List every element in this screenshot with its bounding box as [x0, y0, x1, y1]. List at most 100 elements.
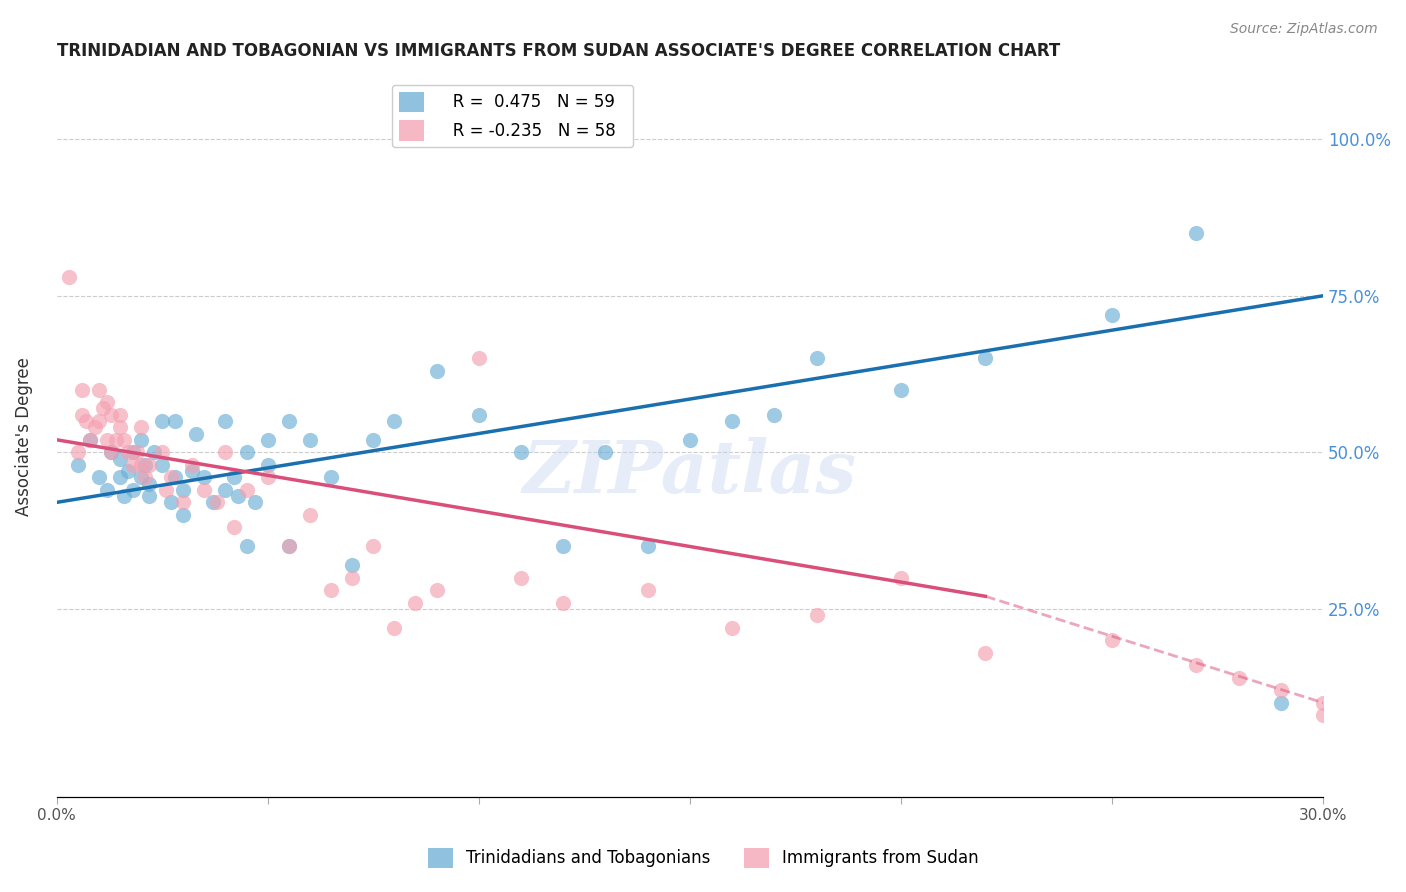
Point [70, 408, 93, 422]
Point [205, 495, 228, 509]
Point [1101, 633, 1123, 648]
Point [75, 414, 97, 428]
Point [180, 458, 202, 472]
Point [361, 539, 384, 553]
Text: TRINIDADIAN AND TOBAGONIAN VS IMMIGRANTS FROM SUDAN ASSOCIATE'S DEGREE CORRELATI: TRINIDADIAN AND TOBAGONIAN VS IMMIGRANTS… [56, 42, 1060, 60]
Legend: Trinidadians and Tobagonians, Immigrants from Sudan: Trinidadians and Tobagonians, Immigrants… [420, 841, 986, 875]
Point [468, 408, 491, 422]
Point [112, 489, 135, 503]
Point [679, 433, 702, 447]
Point [117, 445, 139, 459]
Point [510, 445, 533, 459]
Point [1312, 708, 1334, 723]
Point [134, 458, 156, 472]
Point [100, 445, 122, 459]
Point [70, 383, 93, 397]
Point [277, 539, 299, 553]
Point [138, 458, 160, 472]
Point [890, 383, 912, 397]
Point [1270, 683, 1292, 698]
Point [382, 414, 405, 428]
Point [243, 495, 266, 509]
Point [637, 539, 659, 553]
Point [1185, 658, 1208, 673]
Point [159, 495, 181, 509]
Point [100, 445, 122, 459]
Point [108, 420, 131, 434]
Point [256, 433, 278, 447]
Point [121, 445, 143, 459]
Point [319, 582, 342, 597]
Point [163, 470, 186, 484]
Point [468, 351, 491, 366]
Point [83, 420, 105, 434]
Point [172, 483, 194, 497]
Point [112, 433, 135, 447]
Point [87, 470, 110, 484]
Point [226, 489, 249, 503]
Point [193, 483, 215, 497]
Point [150, 445, 173, 459]
Point [129, 470, 152, 484]
Point [721, 414, 744, 428]
Point [553, 539, 575, 553]
Point [129, 420, 152, 434]
Point [510, 570, 533, 584]
Point [595, 445, 617, 459]
Point [637, 582, 659, 597]
Point [201, 495, 224, 509]
Text: Source: ZipAtlas.com: Source: ZipAtlas.com [1230, 22, 1378, 37]
Point [235, 539, 257, 553]
Point [96, 395, 118, 409]
Point [121, 483, 143, 497]
Point [277, 414, 299, 428]
Point [340, 570, 363, 584]
Point [404, 596, 426, 610]
Point [142, 445, 165, 459]
Point [319, 470, 342, 484]
Point [1185, 226, 1208, 240]
Point [104, 433, 127, 447]
Point [214, 414, 236, 428]
Point [87, 383, 110, 397]
Point [180, 464, 202, 478]
Point [277, 539, 299, 553]
Point [426, 364, 449, 378]
Point [214, 445, 236, 459]
Point [129, 458, 152, 472]
Point [974, 646, 997, 660]
Point [79, 433, 101, 447]
Point [890, 570, 912, 584]
Point [91, 401, 114, 416]
Point [58, 269, 80, 284]
Point [1270, 696, 1292, 710]
Point [134, 470, 156, 484]
Point [108, 451, 131, 466]
Point [108, 408, 131, 422]
Point [340, 558, 363, 572]
Point [150, 458, 173, 472]
Point [222, 520, 245, 534]
Point [193, 470, 215, 484]
Point [361, 433, 384, 447]
Point [125, 445, 148, 459]
Point [721, 621, 744, 635]
Point [100, 408, 122, 422]
Point [96, 483, 118, 497]
Point [79, 433, 101, 447]
Y-axis label: Associate's Degree: Associate's Degree [15, 357, 32, 516]
Point [974, 351, 997, 366]
Point [96, 433, 118, 447]
Point [138, 476, 160, 491]
Point [256, 458, 278, 472]
Text: ZIPatlas: ZIPatlas [523, 437, 856, 508]
Point [235, 445, 257, 459]
Point [155, 483, 177, 497]
Point [222, 470, 245, 484]
Point [172, 495, 194, 509]
Point [256, 470, 278, 484]
Point [1227, 671, 1250, 685]
Point [806, 608, 828, 623]
Point [184, 426, 207, 441]
Point [163, 414, 186, 428]
